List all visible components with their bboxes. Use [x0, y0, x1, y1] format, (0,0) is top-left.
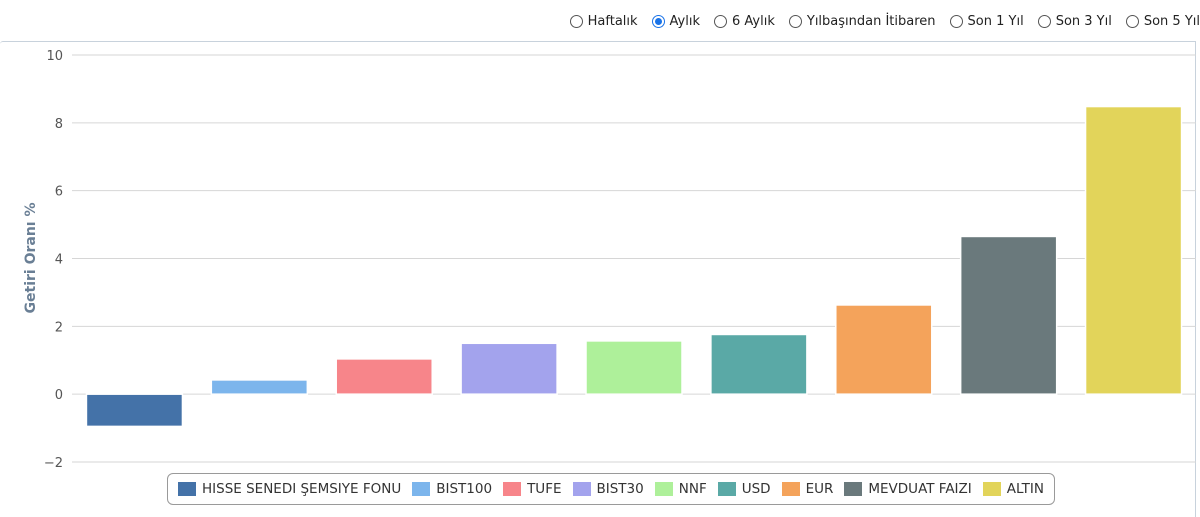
legend-label: ALTIN: [1006, 481, 1044, 497]
radio-unchecked-icon[interactable]: [1125, 14, 1139, 28]
chart-legend: HISSE SENEDI ŞEMSIYE FONU BIST100 TUFE BIST…: [167, 473, 1055, 505]
period-option-4[interactable]: Son 1 Yıl: [949, 13, 1024, 29]
y-tick-label: 4: [55, 253, 63, 268]
radio-unchecked-icon[interactable]: [569, 14, 583, 28]
period-selector: Haftalık Aylık 6 Aylık Yılbaşından İtibaren…: [569, 10, 1200, 32]
bar[interactable]: [710, 333, 808, 395]
y-tick-label: −2: [44, 456, 63, 470]
period-option-label: Son 3 Yıl: [1055, 13, 1112, 29]
period-option-label: 6 Aylık: [732, 13, 775, 29]
legend-swatch: [654, 482, 673, 496]
legend-item[interactable]: ALTIN: [982, 481, 1044, 497]
period-option-3[interactable]: Yılbaşından İtibaren: [788, 13, 936, 29]
legend-item[interactable]: TUFE: [503, 481, 562, 497]
legend-item[interactable]: BIST30: [572, 481, 644, 497]
period-option-5[interactable]: Son 3 Yıl: [1037, 13, 1112, 29]
legend-item[interactable]: BIST100: [412, 481, 492, 497]
y-tick-label: 6: [55, 185, 63, 200]
bar[interactable]: [210, 379, 309, 395]
legend-swatch: [178, 482, 196, 496]
radio-unchecked-icon[interactable]: [788, 14, 802, 28]
legend-swatch: [844, 482, 863, 496]
legend-swatch: [717, 482, 736, 496]
legend-swatch: [982, 482, 1001, 496]
legend-swatch: [412, 482, 431, 496]
legend-item[interactable]: NNF: [654, 481, 707, 497]
y-tick-label: 0: [55, 388, 63, 403]
y-tick-label: 8: [55, 117, 63, 132]
bar-chart: Getiri Oranı % 10 8 6 4 2 0 −2: [23, 49, 1196, 470]
y-tick-label: 10: [46, 49, 63, 64]
legend-label: HISSE SENEDI ŞEMSIYE FONU: [202, 481, 402, 497]
legend-item[interactable]: MEVDUAT FAIZI: [844, 481, 972, 497]
radio-unchecked-icon[interactable]: [949, 14, 963, 28]
legend-item[interactable]: USD: [717, 481, 771, 497]
period-option-label: Yılbaşından İtibaren: [806, 13, 936, 29]
period-option-label: Son 5 Yıl: [1143, 13, 1200, 29]
period-option-2[interactable]: 6 Aylık: [714, 14, 775, 29]
period-option-label: Aylık: [669, 13, 701, 29]
legend-label: TUFE: [527, 481, 562, 497]
y-tick-label: 2: [55, 320, 63, 335]
legend-label: EUR: [805, 481, 834, 497]
period-option-label: Son 1 Yıl: [967, 13, 1024, 29]
legend-label: MEVDUAT FAIZI: [868, 481, 972, 497]
period-option-label: Haftalık: [587, 13, 638, 29]
legend-label: NNF: [678, 481, 707, 497]
legend-swatch: [781, 482, 800, 496]
chart-frame: [0, 41, 1196, 517]
legend-item[interactable]: HISSE SENEDI ŞEMSIYE FONU: [178, 481, 401, 497]
period-option-0[interactable]: Haftalık: [569, 13, 638, 29]
period-option-6[interactable]: Son 5 Yıl: [1125, 13, 1200, 29]
bar[interactable]: [835, 304, 933, 395]
bar[interactable]: [460, 342, 558, 395]
legend-label: BIST100: [436, 481, 493, 497]
legend-swatch: [503, 482, 522, 496]
legend-label: USD: [741, 481, 771, 497]
legend-item[interactable]: EUR: [781, 481, 834, 497]
bar[interactable]: [959, 235, 1058, 395]
bar[interactable]: [1084, 105, 1183, 395]
bar[interactable]: [585, 340, 683, 395]
y-axis-title: Getiri Oranı %: [23, 203, 39, 314]
radio-checked-icon[interactable]: [651, 14, 665, 28]
bar[interactable]: [335, 358, 433, 395]
legend-label: BIST30: [596, 481, 644, 497]
radio-unchecked-icon[interactable]: [1037, 14, 1051, 28]
radio-unchecked-icon[interactable]: [714, 14, 728, 28]
period-option-1[interactable]: Aylık: [651, 13, 701, 29]
bar[interactable]: [85, 393, 184, 428]
legend-swatch: [572, 482, 591, 496]
